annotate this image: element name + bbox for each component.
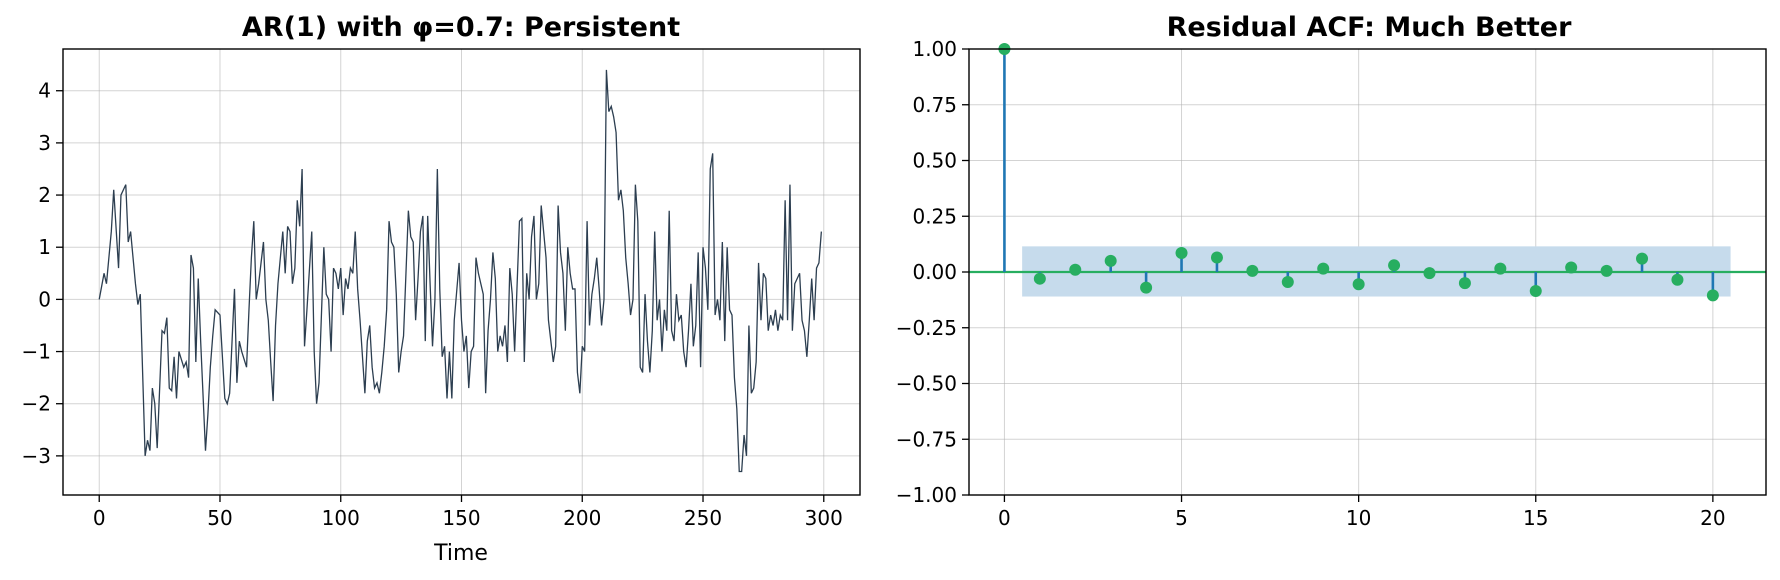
- acf-marker: [1175, 247, 1188, 260]
- acf-marker: [1281, 276, 1294, 289]
- acf-marker: [1636, 252, 1649, 265]
- acf-marker: [1565, 261, 1578, 274]
- ar1-x-tick-label: 250: [684, 506, 722, 530]
- ar1-x-tick-label: 200: [563, 506, 601, 530]
- acf-y-tick-label: 0.00: [912, 260, 957, 284]
- acf-marker: [1140, 281, 1153, 294]
- acf-y-tick-label: −1.00: [896, 483, 957, 507]
- acf-stem-chart: Residual ACF: Much Better 0 5 10 15 20 −1.00 −…: [896, 12, 1767, 530]
- ar1-y-tick-label: 4: [38, 79, 51, 103]
- ar1-y-tick-label: 1: [38, 235, 51, 259]
- acf-marker: [1494, 262, 1507, 275]
- ar1-grid: [63, 49, 860, 495]
- acf-chart-title: Residual ACF: Much Better: [1167, 12, 1572, 43]
- ar1-axes-frame: [62, 48, 861, 496]
- acf-y-tick-label: −0.50: [896, 372, 957, 396]
- acf-y-tick-label: −0.25: [896, 316, 957, 340]
- acf-x-tick-label: 20: [1700, 506, 1725, 530]
- acf-x-tick-label: 0: [998, 506, 1011, 530]
- ar1-series-line: [98, 69, 823, 473]
- ar1-y-tick-label: 0: [38, 287, 51, 311]
- acf-y-tick-label: 1.00: [912, 37, 957, 61]
- acf-y-tick-label: 0.50: [912, 149, 957, 173]
- acf-marker: [1210, 251, 1223, 264]
- acf-marker: [1033, 272, 1046, 285]
- ar1-y-tick-label: 3: [38, 131, 51, 155]
- acf-marker: [1706, 289, 1719, 302]
- ar1-x-tick-label: 50: [207, 506, 232, 530]
- ar1-y-tick-label: 2: [38, 183, 51, 207]
- acf-marker: [1671, 273, 1684, 286]
- ar1-x-tick-label: 0: [93, 506, 106, 530]
- ar1-x-axis-label: Time: [433, 541, 488, 566]
- ar1-x-tick-label: 150: [442, 506, 480, 530]
- acf-marker: [1317, 262, 1330, 275]
- ar1-axis-ticks: 0 50 100 150 200 250 300 −3 −2 −1 0 1 2 3 4: [22, 79, 843, 530]
- ar1-chart-title: AR(1) with φ=0.7: Persistent: [242, 12, 680, 43]
- acf-marker: [1600, 264, 1613, 277]
- ar1-line-chart: AR(1) with φ=0.7: Persistent 0 50 100 150 20…: [22, 12, 861, 566]
- acf-marker: [1388, 259, 1401, 272]
- ar1-y-tick-label: −2: [22, 392, 51, 416]
- acf-y-tick-label: 0.75: [912, 93, 957, 117]
- ar1-x-tick-label: 100: [322, 506, 360, 530]
- acf-marker: [1104, 254, 1117, 267]
- acf-x-tick-label: 5: [1175, 506, 1188, 530]
- acf-x-tick-label: 15: [1523, 506, 1548, 530]
- ar1-x-tick-label: 300: [805, 506, 843, 530]
- acf-marker: [1423, 267, 1436, 280]
- ar1-y-tick-label: −3: [22, 444, 51, 468]
- acf-marker: [1069, 263, 1082, 276]
- acf-marker: [1458, 277, 1471, 290]
- acf-axes-frame: [968, 48, 1767, 496]
- acf-y-tick-label: −0.75: [896, 427, 957, 451]
- acf-marker: [1246, 264, 1259, 277]
- acf-marker: [1529, 284, 1542, 297]
- acf-axis-ticks: 0 5 10 15 20 −1.00 −0.75 −0.50 −0.25 0.00 0.25 0.50…: [896, 37, 1726, 530]
- acf-markers: [998, 43, 1719, 302]
- acf-marker: [1352, 278, 1365, 291]
- acf-y-tick-label: 0.25: [912, 204, 957, 228]
- acf-x-tick-label: 10: [1346, 506, 1371, 530]
- ar1-y-tick-label: −1: [22, 340, 51, 364]
